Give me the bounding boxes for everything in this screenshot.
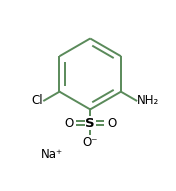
Text: S: S — [85, 117, 95, 129]
Text: NH₂: NH₂ — [137, 94, 159, 107]
Text: O: O — [107, 117, 116, 129]
Text: Na⁺: Na⁺ — [41, 148, 63, 161]
Text: O: O — [64, 117, 73, 129]
Text: Cl: Cl — [32, 94, 43, 107]
Text: O⁻: O⁻ — [82, 136, 98, 149]
